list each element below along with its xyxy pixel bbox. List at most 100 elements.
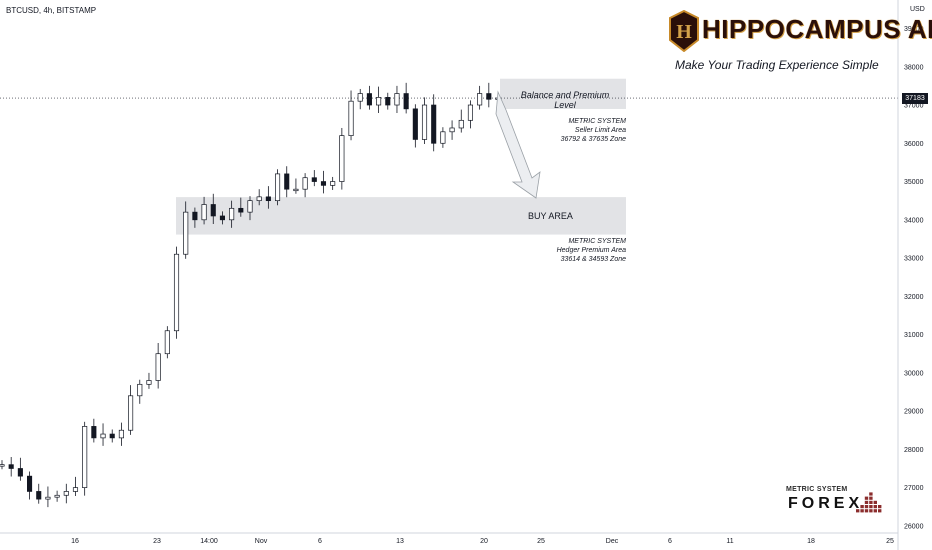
premium-zone-title: Balance and Premium Level bbox=[502, 90, 628, 110]
candle-body bbox=[458, 119, 464, 129]
candles bbox=[0, 82, 501, 508]
candle-body bbox=[54, 494, 60, 498]
brand-logo: H HIPPOCAMPUS AI bbox=[668, 8, 932, 54]
candle-body bbox=[238, 207, 244, 213]
candle-body bbox=[293, 188, 299, 192]
y-tick-label: 31000 bbox=[904, 332, 924, 339]
candle-body bbox=[376, 97, 382, 106]
x-tick-label: Dec bbox=[606, 538, 619, 545]
watermark-bar-cell bbox=[873, 500, 877, 504]
candle-body bbox=[449, 127, 455, 133]
watermark-bar-cell bbox=[856, 509, 860, 513]
x-tick-label: 14:00 bbox=[200, 538, 218, 545]
candle-body bbox=[100, 433, 106, 439]
y-tick-label: 37000 bbox=[904, 103, 924, 110]
watermark-bar-cell bbox=[869, 509, 873, 513]
x-tick-label: 6 bbox=[668, 538, 672, 545]
candle-body bbox=[302, 177, 308, 190]
candle-body bbox=[210, 204, 216, 217]
watermark-bar-cell bbox=[869, 505, 873, 509]
buy-zone-note-line3: 33614 & 34593 Zone bbox=[560, 256, 626, 263]
y-tick-label: 39000 bbox=[904, 26, 924, 33]
candle-body bbox=[118, 429, 124, 439]
candle-body bbox=[63, 491, 69, 496]
premium-zone-title-line1: Balance and Premium bbox=[520, 90, 610, 100]
x-tick-label: 25 bbox=[886, 538, 894, 545]
watermark-bar-cell bbox=[860, 509, 864, 513]
buy-zone-note-line1: METRIC SYSTEM bbox=[568, 238, 626, 245]
candle-body bbox=[421, 104, 428, 140]
currency-label: USD bbox=[910, 6, 925, 13]
y-tick-label: 32000 bbox=[904, 294, 924, 301]
candle-body bbox=[36, 491, 42, 500]
watermark-top-text: METRIC SYSTEM bbox=[786, 486, 848, 493]
watermark-bar-cell bbox=[878, 509, 882, 513]
candle-body bbox=[72, 487, 79, 492]
x-tick-label: 16 bbox=[71, 538, 79, 545]
premium-zone-note-line3: 36792 & 37635 Zone bbox=[560, 136, 626, 143]
premium-zone-note: METRIC SYSTEM Seller Limit Area 36792 & … bbox=[561, 117, 626, 144]
candle-body bbox=[219, 215, 225, 221]
candle-body bbox=[201, 204, 207, 221]
x-tick-label: 11 bbox=[726, 538, 733, 545]
y-tick-label: 34000 bbox=[904, 217, 924, 224]
watermark-bar-cell bbox=[869, 496, 873, 500]
candle-body bbox=[348, 100, 354, 136]
x-tick-label: 23 bbox=[153, 538, 161, 545]
watermark-bar-cell bbox=[864, 500, 869, 504]
y-tick-label: 30000 bbox=[904, 370, 924, 377]
candle-body bbox=[192, 211, 198, 221]
candle-body bbox=[357, 93, 363, 102]
candle-body bbox=[164, 330, 170, 355]
x-tick-label: Nov bbox=[255, 538, 268, 545]
watermark-bar-cell bbox=[878, 505, 882, 509]
candle-body bbox=[27, 475, 33, 492]
candle-body bbox=[229, 207, 235, 221]
candle-body bbox=[109, 433, 115, 439]
candle-body bbox=[467, 104, 473, 121]
candle-body bbox=[412, 108, 418, 140]
y-tick-label: 29000 bbox=[904, 409, 924, 416]
candle-body bbox=[45, 496, 51, 500]
watermark-bar-cell bbox=[873, 505, 877, 509]
candle-body bbox=[183, 211, 189, 255]
candle-body bbox=[394, 93, 400, 106]
candle-body bbox=[275, 173, 281, 202]
candle-body bbox=[403, 93, 409, 110]
candle-body bbox=[385, 97, 391, 106]
watermark-bar-cell bbox=[869, 492, 873, 496]
y-tick-label: 28000 bbox=[904, 447, 924, 454]
candle-body bbox=[256, 196, 262, 202]
premium-zone-note-line1: METRIC SYSTEM bbox=[568, 118, 626, 125]
down-arrow-shape bbox=[495, 90, 541, 199]
candle-body bbox=[440, 131, 446, 144]
watermark-bars bbox=[856, 492, 882, 513]
premium-zone-rect bbox=[500, 78, 626, 109]
watermark-bar-cell bbox=[873, 509, 877, 513]
brand-emblem-icon: H bbox=[669, 10, 699, 52]
candle-body bbox=[91, 426, 97, 439]
projection-arrow bbox=[495, 90, 541, 199]
y-tick-label: 35000 bbox=[904, 179, 924, 186]
watermark-bar-cell bbox=[864, 496, 869, 500]
candle-body bbox=[17, 468, 23, 477]
candle-body bbox=[82, 426, 88, 488]
y-tick-label: 33000 bbox=[904, 256, 924, 263]
candle-body bbox=[8, 464, 14, 469]
candle-body bbox=[137, 383, 143, 397]
x-tick-label: 25 bbox=[537, 538, 545, 545]
y-tick-label: 27000 bbox=[904, 485, 924, 492]
candle-body bbox=[339, 135, 345, 182]
premium-zone-title-line2: Level bbox=[554, 100, 576, 110]
brand-name: HIPPOCAMPUS AI bbox=[702, 14, 932, 44]
buy-zone-note: METRIC SYSTEM Hedger Premium Area 33614 … bbox=[557, 237, 626, 264]
candle-body bbox=[320, 181, 327, 186]
candle-body bbox=[366, 93, 372, 106]
buy-zone-note-line2: Hedger Premium Area bbox=[556, 247, 626, 254]
y-tick-label: 38000 bbox=[904, 64, 924, 71]
x-tick-label: 6 bbox=[318, 538, 322, 545]
watermark-main-text: FOREX bbox=[788, 495, 864, 512]
candle-body bbox=[247, 200, 253, 213]
